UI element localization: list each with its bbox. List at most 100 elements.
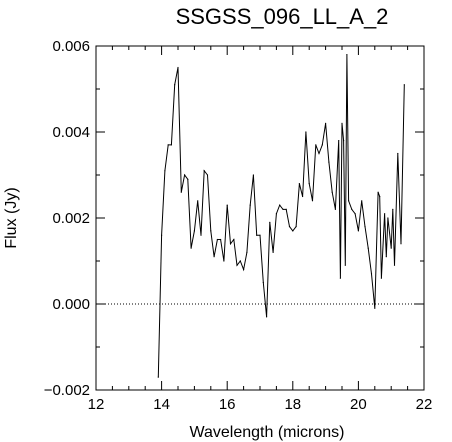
x-tick-label: 14 xyxy=(153,396,170,413)
data-point xyxy=(390,247,392,249)
data-point xyxy=(374,307,376,309)
data-point xyxy=(364,226,366,228)
data-point xyxy=(380,277,382,279)
data-point xyxy=(216,238,218,241)
data-point xyxy=(206,174,209,176)
data-point xyxy=(354,213,356,215)
data-point xyxy=(351,208,353,210)
y-tick-label: −0.002 xyxy=(44,382,90,399)
data-point xyxy=(331,191,333,193)
data-point xyxy=(334,208,336,210)
data-point xyxy=(298,183,300,185)
data-point xyxy=(164,170,166,172)
data-point xyxy=(203,170,205,172)
data-point xyxy=(200,234,202,236)
y-tick-label: 0.000 xyxy=(52,296,90,313)
data-point xyxy=(170,144,172,146)
data-point xyxy=(184,174,186,176)
data-point xyxy=(393,264,396,266)
data-point xyxy=(379,195,381,198)
data-point xyxy=(308,183,310,185)
data-point xyxy=(157,376,159,378)
data-point xyxy=(387,217,389,219)
data-point xyxy=(311,200,314,202)
data-point xyxy=(193,230,195,232)
data-point xyxy=(249,204,251,206)
y-axis-label: Flux (Jy) xyxy=(3,187,20,248)
x-tick-label: 20 xyxy=(350,396,367,413)
data-point xyxy=(223,260,225,262)
data-points xyxy=(157,54,405,378)
data-point xyxy=(252,174,254,176)
data-point xyxy=(397,152,399,155)
data-point xyxy=(392,208,394,210)
data-point xyxy=(338,140,340,142)
data-point xyxy=(367,247,369,249)
data-point xyxy=(318,152,320,155)
data-point xyxy=(272,251,274,253)
data-point xyxy=(239,260,241,262)
data-point xyxy=(285,208,287,210)
data-point xyxy=(167,144,169,146)
y-tick-label: 0.006 xyxy=(52,38,90,55)
data-point xyxy=(357,230,359,232)
data-point xyxy=(321,144,323,146)
data-point xyxy=(229,243,232,245)
data-point xyxy=(233,238,235,241)
data-point xyxy=(213,256,215,258)
data-point xyxy=(269,221,271,223)
data-point xyxy=(343,140,345,142)
data-point xyxy=(161,234,163,236)
data-point xyxy=(220,238,222,241)
data-point xyxy=(305,131,307,133)
data-series-line xyxy=(157,54,405,378)
data-point xyxy=(279,204,281,206)
data-point xyxy=(315,144,317,146)
y-tick-label: 0.002 xyxy=(52,210,90,227)
data-point xyxy=(385,256,387,258)
y-axis: −0.002 0.000 0.002 0.004 0.006 xyxy=(44,38,424,399)
data-point xyxy=(295,226,297,228)
data-point xyxy=(197,200,199,202)
x-tick-label: 16 xyxy=(219,396,236,413)
data-point xyxy=(339,277,341,279)
data-point xyxy=(210,230,212,232)
x-axis: 12 14 16 18 20 22 xyxy=(88,46,433,413)
data-point xyxy=(325,122,327,124)
data-point xyxy=(226,204,228,206)
data-point xyxy=(174,84,176,86)
data-point xyxy=(266,316,268,318)
data-point xyxy=(403,84,405,86)
chart-title: SSGSS_096_LL_A_2 xyxy=(176,4,389,29)
x-tick-label: 18 xyxy=(284,396,301,413)
data-point xyxy=(282,208,284,210)
data-point xyxy=(243,269,245,271)
data-point xyxy=(344,264,346,266)
data-point xyxy=(384,213,386,215)
data-point xyxy=(236,264,238,266)
data-point xyxy=(370,273,373,275)
data-point xyxy=(328,161,330,163)
x-axis-label: Wavelength (microns) xyxy=(189,424,344,441)
plot-area: 12 14 16 18 20 22 −0.002 0.000 0.002 0.004 0.006 xyxy=(44,38,433,413)
data-point xyxy=(275,213,277,215)
data-point xyxy=(190,247,192,249)
data-point xyxy=(341,122,343,124)
data-point xyxy=(262,281,264,284)
data-point xyxy=(292,230,294,232)
data-point xyxy=(302,195,304,198)
data-point xyxy=(187,178,189,180)
y-tick-label: 0.004 xyxy=(52,124,90,141)
data-point xyxy=(246,251,248,253)
data-point xyxy=(177,66,179,69)
data-point xyxy=(346,54,348,56)
x-tick-label: 12 xyxy=(88,396,105,413)
data-point xyxy=(377,191,379,193)
data-point xyxy=(256,234,258,236)
data-point xyxy=(259,234,261,236)
data-point xyxy=(400,243,402,245)
plot-frame xyxy=(95,45,425,391)
data-point xyxy=(361,200,363,202)
x-tick-label: 22 xyxy=(416,396,433,413)
